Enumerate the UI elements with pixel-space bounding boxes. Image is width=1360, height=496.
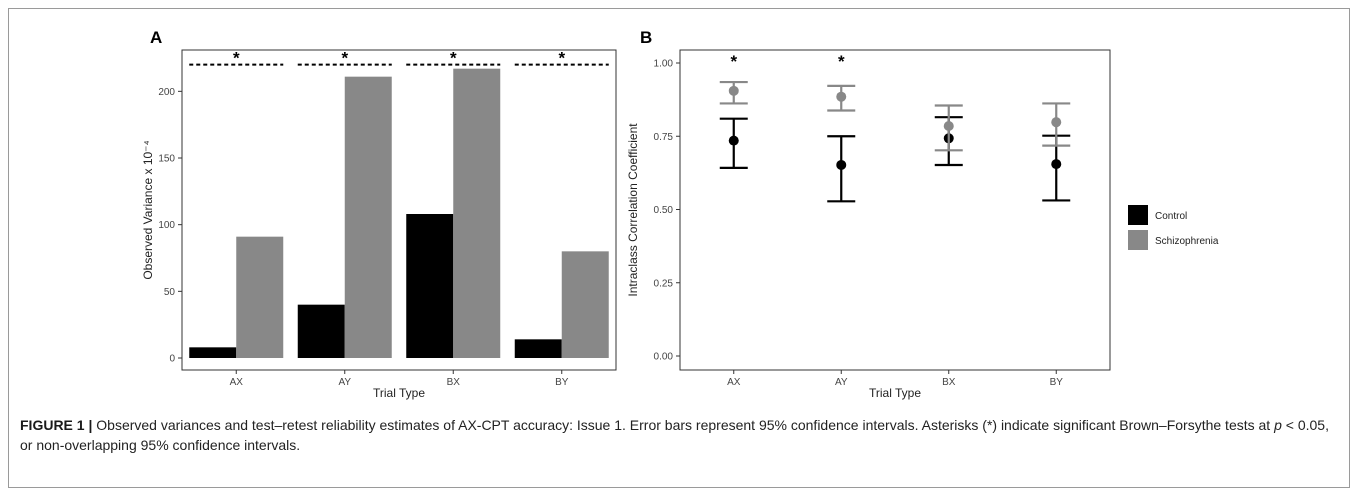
legend-label-schizophrenia: Schizophrenia — [1155, 236, 1219, 247]
panel-a-y-axis-label: Observed Variance x 10⁻⁴ — [141, 140, 155, 279]
bar-control-by — [514, 339, 562, 358]
panel-b-y-tick-label: 1.00 — [654, 59, 674, 70]
figure-charts: A 0 50 100 150 200 AX AY BX BY * * * * Observed Va… — [141, 28, 1219, 400]
panel-a: A 0 50 100 150 200 AX AY BX BY * * * * Observed Va… — [141, 28, 617, 400]
panel-a-significance-asterisk: * — [233, 49, 240, 68]
point-schizophrenia-bx — [943, 120, 954, 131]
bar-schizophrenia-ay — [344, 76, 392, 359]
panel-b-x-tick-label: BX — [942, 377, 956, 388]
bar-control-ay — [297, 304, 345, 358]
panel-a-x-axis-label: Trial Type — [373, 386, 425, 400]
legend-swatch-schizophrenia — [1128, 230, 1148, 250]
caption-label: FIGURE 1 | — [20, 417, 93, 433]
bar-schizophrenia-bx — [453, 68, 501, 359]
bar-control-ax — [189, 347, 237, 358]
panel-b-y-tick-label: 0.50 — [654, 205, 674, 216]
panel-a-x-tick-label: BY — [555, 377, 569, 388]
bar-control-bx — [406, 214, 454, 358]
caption-text-end: < 0.05, or non-overlapping 95% confidenc… — [20, 417, 1329, 453]
panel-b-y-tick-label: 0.75 — [654, 132, 674, 143]
panel-b-x-tick-label: AX — [727, 377, 741, 388]
panel-b-x-tick-label: AY — [835, 377, 848, 388]
caption-p-symbol: p — [1274, 417, 1282, 433]
panel-a-y-tick-label: 200 — [158, 87, 175, 98]
panel-b-letter: B — [640, 28, 652, 47]
panel-b-x-axis-label: Trial Type — [869, 386, 921, 400]
panel-a-significance-asterisk: * — [558, 49, 565, 68]
point-control-by — [1051, 159, 1062, 170]
panel-a-plot-border — [181, 49, 617, 371]
figure-frame — [8, 8, 1350, 488]
panel-b-x-tick-label: BY — [1050, 377, 1064, 388]
panel-b: B 0.00 0.25 0.50 0.75 1.00 AX AY BX BY * * Intra… — [626, 28, 1111, 400]
panel-a-significance-asterisk: * — [341, 49, 348, 68]
panel-a-x-tick-label: AY — [338, 377, 351, 388]
point-schizophrenia-by — [1051, 117, 1062, 128]
panel-b-y-tick-label: 0.25 — [654, 278, 674, 289]
panel-b-plot-border — [679, 49, 1111, 371]
point-schizophrenia-ay — [836, 91, 847, 102]
panel-a-letter: A — [150, 28, 162, 47]
point-control-ax — [728, 135, 739, 146]
panel-a-x-tick-label: BX — [447, 377, 461, 388]
panel-a-significance-asterisk: * — [450, 49, 457, 68]
figure-caption: FIGURE 1 | Observed variances and test–r… — [20, 415, 1330, 455]
caption-text: Observed variances and test–retest relia… — [92, 417, 1275, 433]
legend-swatch-control — [1128, 205, 1148, 225]
panel-b-significance-asterisk: * — [838, 52, 845, 71]
panel-a-y-tick-label: 0 — [169, 354, 175, 365]
panel-b-significance-asterisk: * — [730, 52, 737, 71]
panel-a-y-tick-label: 100 — [158, 220, 175, 231]
panel-a-x-tick-label: AX — [230, 377, 244, 388]
point-schizophrenia-ax — [728, 85, 739, 96]
panel-b-y-tick-label: 0.00 — [654, 352, 674, 363]
legend: Control Schizophrenia — [1128, 205, 1219, 250]
bar-schizophrenia-ax — [236, 236, 284, 358]
bar-schizophrenia-by — [561, 251, 609, 358]
legend-label-control: Control — [1155, 211, 1187, 222]
panel-a-y-tick-label: 150 — [158, 154, 175, 165]
point-control-ay — [836, 159, 847, 170]
panel-b-y-axis-label: Intraclass Correlation Coefficient — [626, 123, 640, 297]
panel-a-y-tick-label: 50 — [164, 287, 176, 298]
